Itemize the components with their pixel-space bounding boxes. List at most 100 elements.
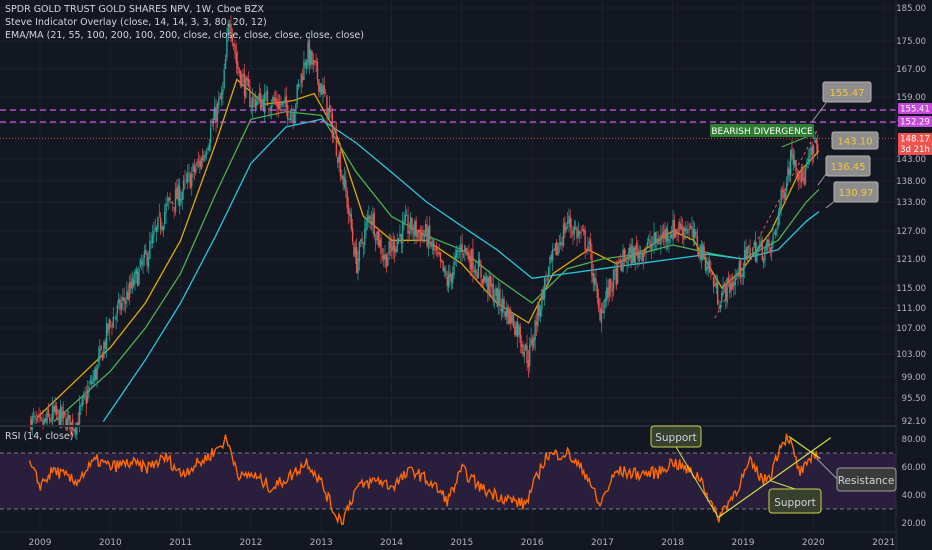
candle-body bbox=[681, 226, 684, 237]
candle-body bbox=[762, 258, 765, 264]
candle-body bbox=[246, 77, 248, 81]
candle-body bbox=[507, 306, 509, 324]
candle-body bbox=[785, 182, 788, 192]
svg-text:155.47: 155.47 bbox=[830, 88, 865, 99]
candle-body bbox=[107, 323, 109, 334]
candle-body bbox=[670, 234, 673, 239]
candle-body bbox=[389, 241, 392, 248]
candle-body bbox=[149, 241, 151, 259]
last-price-label: 148.17 3d 21h bbox=[898, 133, 932, 155]
candle-body bbox=[633, 248, 635, 263]
candle-body bbox=[516, 321, 519, 337]
candle-body bbox=[311, 51, 313, 66]
level-upper-label: 155.41 bbox=[898, 103, 932, 115]
candle-body bbox=[423, 234, 425, 239]
candle-body bbox=[560, 241, 562, 246]
candle-body bbox=[430, 241, 432, 248]
candle-body bbox=[756, 250, 758, 262]
candle-body bbox=[150, 240, 152, 242]
candle-body bbox=[39, 414, 42, 419]
candle-body bbox=[182, 180, 185, 191]
candle-body bbox=[625, 257, 627, 262]
candle-body bbox=[185, 180, 188, 181]
candle-body bbox=[500, 308, 503, 311]
resistance-label: Resistance bbox=[836, 467, 897, 492]
candle-body bbox=[629, 247, 631, 254]
candle-body bbox=[46, 411, 48, 424]
candle-body bbox=[136, 271, 139, 287]
candle-body bbox=[643, 250, 646, 254]
candle-body bbox=[503, 298, 505, 309]
candle-body bbox=[131, 277, 133, 290]
candle-body bbox=[583, 229, 585, 233]
candle-body bbox=[775, 228, 777, 236]
candle-body bbox=[297, 83, 300, 87]
candle-body bbox=[372, 214, 374, 226]
candle-body bbox=[360, 239, 362, 242]
candle-body bbox=[203, 154, 205, 162]
candle-body bbox=[388, 241, 390, 255]
candle-body bbox=[664, 229, 666, 240]
candle-body bbox=[781, 190, 784, 193]
candle-body bbox=[461, 243, 463, 253]
candle-body bbox=[573, 226, 576, 234]
rsi-tick-label: 80.00 bbox=[902, 435, 926, 445]
candle-body bbox=[765, 243, 768, 250]
candle-body bbox=[142, 258, 144, 267]
candle-body bbox=[123, 297, 125, 302]
candle-body bbox=[307, 42, 309, 63]
candle-body bbox=[188, 172, 190, 174]
candle-body bbox=[534, 320, 536, 341]
candle-body bbox=[362, 246, 365, 248]
candle-body bbox=[464, 245, 466, 253]
candle-body bbox=[349, 211, 351, 217]
candle-body bbox=[710, 269, 712, 272]
candle-body bbox=[172, 202, 174, 205]
candle-body bbox=[735, 274, 738, 277]
candle-body bbox=[400, 234, 402, 244]
candle-body bbox=[387, 257, 389, 267]
candle-body bbox=[803, 177, 805, 185]
candle-body bbox=[445, 270, 447, 276]
candle-body bbox=[470, 250, 473, 270]
candle-body bbox=[607, 287, 609, 298]
candle-body bbox=[687, 230, 689, 234]
candle-body bbox=[31, 416, 33, 430]
candle-body bbox=[130, 282, 132, 288]
candle-body bbox=[122, 297, 124, 301]
candle-body bbox=[377, 228, 380, 246]
candle-body bbox=[346, 190, 348, 209]
candle-body bbox=[332, 132, 335, 138]
candle-body bbox=[675, 229, 677, 237]
candle-body bbox=[606, 287, 608, 301]
rsi-tick-label: 40.00 bbox=[902, 491, 926, 501]
candle-body bbox=[814, 137, 816, 143]
candle-body bbox=[139, 259, 142, 267]
candle-body bbox=[552, 249, 554, 261]
candle-body bbox=[193, 165, 196, 173]
candle-body bbox=[773, 232, 776, 234]
candle-body bbox=[204, 155, 206, 158]
candle-body bbox=[451, 272, 454, 284]
candle-body bbox=[354, 247, 357, 256]
candle-body bbox=[393, 239, 396, 253]
candle-body bbox=[65, 418, 67, 430]
candle-body bbox=[304, 62, 307, 66]
candle-body bbox=[468, 251, 470, 261]
candle-body bbox=[550, 254, 553, 260]
candle-body bbox=[457, 250, 459, 252]
candle-body bbox=[435, 247, 438, 251]
time-axis: 2009 2010 2011 2012 2013 2014 2015 2016 2017 2018… bbox=[29, 538, 896, 548]
price-tick-label: 115.00 bbox=[896, 284, 926, 294]
candle-body bbox=[242, 75, 244, 76]
candle-body bbox=[510, 310, 512, 324]
candle-body bbox=[173, 207, 175, 209]
svg-text:Support: Support bbox=[655, 432, 697, 444]
candle-body bbox=[691, 226, 693, 230]
candle-body bbox=[416, 231, 419, 238]
candle-body bbox=[523, 351, 526, 357]
price-tick-label: 99.00 bbox=[902, 373, 926, 383]
candle-body bbox=[638, 251, 640, 262]
time-tick-label: 2017 bbox=[591, 538, 614, 548]
